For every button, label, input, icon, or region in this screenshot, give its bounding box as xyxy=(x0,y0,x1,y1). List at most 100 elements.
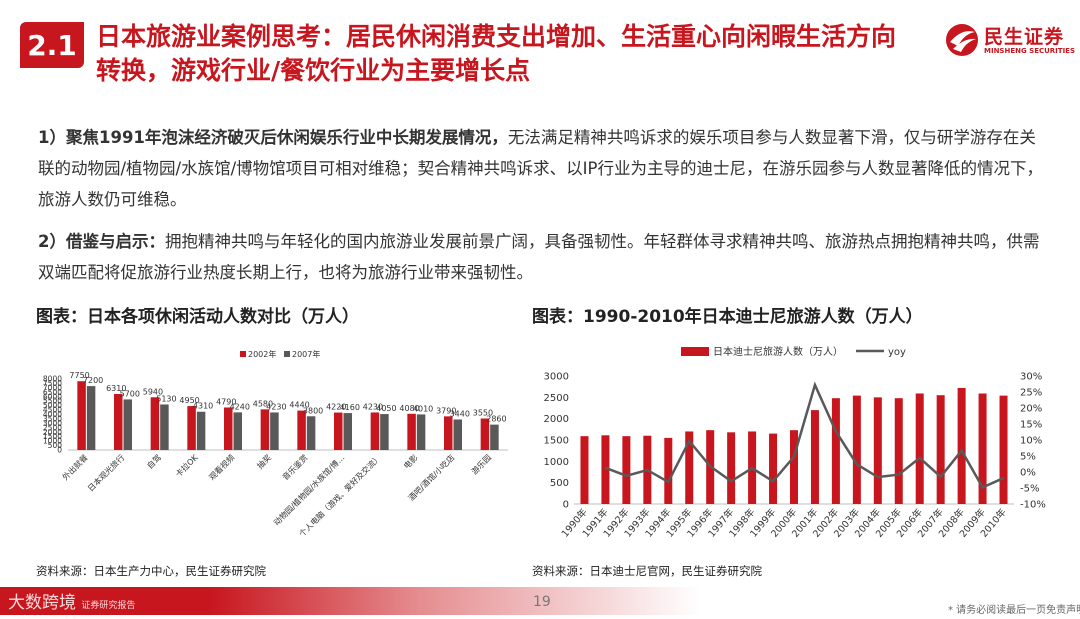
bar-visitors xyxy=(810,410,819,504)
bar-visitors xyxy=(622,436,631,504)
point-yoy xyxy=(877,476,879,478)
bar-series2 xyxy=(380,414,389,450)
bar-visitors xyxy=(978,393,987,504)
legend-label: 2007年 xyxy=(292,349,320,359)
bar-series1 xyxy=(150,397,160,450)
data-label: 4580 xyxy=(253,399,273,408)
y-tick-label: 3500 xyxy=(43,414,62,423)
point-yoy xyxy=(939,476,942,478)
bar-visitors xyxy=(915,393,924,504)
logo-text-en: MINSHENG SECURITIES xyxy=(984,47,1075,55)
data-label: 4440 xyxy=(289,401,309,410)
y2-tick-label: 25% xyxy=(1020,388,1042,399)
data-label: 7200 xyxy=(83,376,103,385)
x-tick-label: 外出就餐 xyxy=(60,452,90,482)
data-label: 5940 xyxy=(143,387,163,396)
bar-series2 xyxy=(160,404,169,450)
bar-series2 xyxy=(490,424,499,450)
point-yoy xyxy=(814,384,816,386)
paragraph-1-lead: 1）聚焦1991年泡沫经济破灭后休闲娱乐行业中长期发展情况， xyxy=(38,128,508,147)
y-tick-label: 500 xyxy=(550,478,569,489)
chart-disney-visitors: 0 500 1000 1500 2000 2500 3000 -10% -5% 0% 5% 10% 15… xyxy=(544,345,1046,540)
y-tick-label: 4500 xyxy=(43,406,62,415)
x-tick-label: 动物园/植物园/水族馆/博… xyxy=(271,452,346,527)
bar-visitors xyxy=(831,398,840,504)
data-label: 4080 xyxy=(399,404,419,413)
bar-series2 xyxy=(270,412,279,450)
legend-swatch xyxy=(284,351,290,357)
data-label: 3550 xyxy=(473,408,493,417)
bar-series1 xyxy=(77,381,86,450)
y-tick-label: 4000 xyxy=(43,410,62,419)
data-label: 3800 xyxy=(303,406,323,415)
point-yoy xyxy=(625,475,628,477)
y-tick-label: 1000 xyxy=(43,437,62,446)
bar-series2 xyxy=(453,419,462,450)
data-label: 6310 xyxy=(106,384,126,393)
paragraph-2-lead: 2）借鉴与启示： xyxy=(38,232,165,251)
bar-series1 xyxy=(297,410,306,450)
legend-swatch xyxy=(240,351,246,357)
page-title: 日本旅游业案例思考：居民休闲消费支出增加、生活重心向闲暇生活方向转换，游戏行业/… xyxy=(96,22,897,85)
y-tick-label: 2000 xyxy=(544,414,569,425)
x-tick-label: 音乐鉴赏 xyxy=(280,452,310,482)
bar-visitors xyxy=(894,398,903,504)
bar-visitors xyxy=(957,387,966,504)
data-label: 3440 xyxy=(450,409,470,418)
y-tick-label: 8000 xyxy=(43,375,62,384)
paragraph-2: 2）借鉴与启示：拥抱精神共鸣与年轻化的国内旅游业发展前景广阔，具备强韧性。年轻群… xyxy=(38,226,1048,288)
data-label: 4160 xyxy=(340,403,360,412)
bar-series2 xyxy=(196,411,206,450)
chart2-source: 资料来源：日本迪士尼官网，民生证券研究院 xyxy=(532,564,762,578)
data-label: 4310 xyxy=(193,402,213,411)
bar-series1 xyxy=(224,407,233,450)
paragraph-2-text: 拥抱精神共鸣与年轻化的国内旅游业发展前景广阔，具备强韧性。年轻群体寻求精神共鸣、… xyxy=(38,232,1040,282)
bar-visitors xyxy=(936,395,945,504)
page-number: 19 xyxy=(533,594,551,610)
bar-series1 xyxy=(114,393,123,450)
point-yoy xyxy=(960,449,963,452)
x-tick-label: 游乐园 xyxy=(469,452,493,476)
bar-series2 xyxy=(86,386,96,450)
bar-series1 xyxy=(407,413,416,450)
point-yoy xyxy=(667,481,670,483)
point-yoy xyxy=(688,440,691,442)
legend-label: yoy xyxy=(888,347,906,358)
point-yoy xyxy=(730,480,732,483)
data-label: 4230 xyxy=(266,402,286,411)
bar-series1 xyxy=(444,416,453,450)
logo-text-cn: 民生证券 xyxy=(984,26,1065,48)
bar-series1 xyxy=(187,406,196,450)
data-label: 4790 xyxy=(216,397,236,406)
footer-bar xyxy=(0,587,700,615)
x-tick-label: 观看视频 xyxy=(207,452,237,482)
bar-visitors xyxy=(601,435,610,504)
data-label: 4050 xyxy=(376,404,396,413)
bar-series2 xyxy=(343,413,352,450)
bar-visitors xyxy=(685,431,694,504)
y-tick-label: 7500 xyxy=(43,379,62,388)
point-yoy xyxy=(856,463,858,466)
point-yoy xyxy=(918,457,921,459)
point-yoy xyxy=(835,430,837,433)
x-tick-label: 电影 xyxy=(401,452,419,470)
y-tick-label: 2000 xyxy=(43,428,62,437)
y2-tick-label: 5% xyxy=(1020,452,1036,463)
data-label: 3790 xyxy=(436,406,456,415)
chart-leisure-activities: 0500100015002000250030003500400045005000… xyxy=(43,349,508,539)
chart1-title: 图表：日本各项休闲活动人数对比（万人） xyxy=(36,307,359,327)
chart1-source: 资料来源：日本生产力中心，民生证券研究院 xyxy=(36,564,266,578)
watermark: 大数跨境 证券研究报告 xyxy=(8,588,135,613)
x-tick-label: 日本观光旅行 xyxy=(85,452,126,493)
bar-series2 xyxy=(306,416,316,450)
y-tick-label: 6000 xyxy=(43,392,62,401)
point-yoy xyxy=(981,486,984,489)
logo-icon xyxy=(946,24,978,56)
bar-series1 xyxy=(334,412,343,450)
bar-visitors xyxy=(873,397,882,504)
y2-tick-label: 30% xyxy=(1020,372,1042,383)
watermark-text: 大数跨境 xyxy=(8,593,76,613)
y-tick-label: 5000 xyxy=(43,401,62,410)
point-yoy xyxy=(897,473,900,476)
y-tick-label: 0 xyxy=(57,446,62,455)
